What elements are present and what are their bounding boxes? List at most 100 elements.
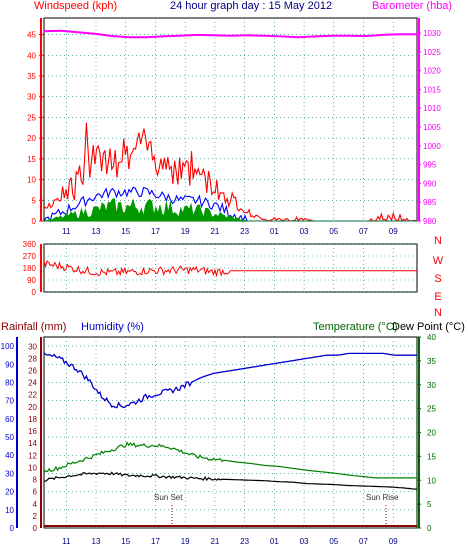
temperature-tick-label: 0 [427, 524, 432, 533]
barometer-series-line [43, 29, 417, 39]
direction-compass-label: S [434, 273, 441, 285]
top-x-tick-label: 05 [329, 227, 338, 236]
rainfall-tick-label: 8 [33, 476, 38, 485]
rainfall-tick-label: 22 [28, 391, 37, 400]
bottom-x-tick-label: 15 [121, 537, 130, 546]
barometer-tick-label: 980 [423, 217, 437, 226]
barometer-tick-label: 1020 [423, 67, 441, 76]
windspeed-tick-label: 30 [27, 93, 36, 102]
top-x-tick-label: 01 [270, 227, 279, 236]
humidity-tick-label: 10 [5, 506, 14, 515]
barometer-tick-label: 990 [423, 179, 437, 188]
temperature-tick-label: 35 [427, 357, 436, 366]
windspeed-tick-label: 35 [27, 72, 36, 81]
direction-tick-label: 180 [23, 264, 37, 273]
barometer-tick-label: 1030 [423, 29, 441, 38]
rainfall-tick-label: 10 [28, 463, 37, 472]
direction-compass-label: N [434, 235, 442, 247]
barometer-tick-label: 1025 [423, 48, 441, 57]
direction-compass-label: W [433, 255, 444, 267]
top-x-tick-label: 09 [389, 227, 398, 236]
windspeed-tick-label: 25 [27, 113, 36, 122]
rainfall-tick-label: 16 [28, 427, 37, 436]
top-x-tick-label: 13 [92, 227, 101, 236]
chart-title: 24 hour graph day : 15 May 2012 [170, 0, 332, 12]
bottom-panel-frame [43, 336, 418, 529]
barometer-tick-label: 1010 [423, 104, 441, 113]
top-panel-frame [43, 17, 418, 222]
bottom-x-tick-label: 19 [181, 537, 190, 546]
top-x-tick-label: 21 [210, 227, 219, 236]
windspeed-tick-label: 20 [27, 134, 36, 143]
windspeed-tick-label: 15 [27, 155, 36, 164]
temperature-axis-title: Temperature (°C) [313, 321, 397, 333]
direction-compass-label: E [434, 291, 441, 303]
sun-set-label: Sun Set [154, 493, 183, 502]
top-x-tick-label: 23 [240, 227, 249, 236]
humidity-tick-label: 70 [5, 397, 14, 406]
rainfall-tick-label: 4 [33, 500, 38, 509]
bottom-x-tick-label: 07 [359, 537, 368, 546]
wind-green-series-area [43, 198, 417, 222]
rainfall-tick-label: 0 [33, 524, 38, 533]
rainfall-tick-label: 6 [33, 488, 38, 497]
barometer-axis-title: Barometer (hba) [372, 0, 452, 12]
temperature-tick-label: 15 [427, 452, 436, 461]
rainfall-tick-label: 14 [28, 439, 37, 448]
barometer-tick-label: 1005 [423, 123, 441, 132]
dewpoint-axis-title: Dew Point (°C) [392, 321, 465, 333]
top-x-tick-label: 19 [181, 227, 190, 236]
windspeed-tick-label: 45 [27, 31, 36, 40]
direction-panel-frame [43, 243, 418, 293]
bottom-x-tick-label: 11 [62, 537, 71, 546]
bottom-x-tick-label: 09 [389, 537, 398, 546]
rainfall-tick-label: 26 [28, 367, 37, 376]
direction-tick-label: 270 [23, 252, 37, 261]
humidity-tick-label: 30 [5, 469, 14, 478]
humidity-tick-label: 60 [5, 415, 14, 424]
bottom-x-tick-label: 23 [240, 537, 249, 546]
top-x-tick-label: 15 [121, 227, 130, 236]
humidity-tick-label: 20 [5, 488, 14, 497]
bottom-x-tick-label: 21 [210, 537, 219, 546]
temperature-tick-label: 5 [427, 500, 432, 509]
top-x-tick-label: 03 [300, 227, 309, 236]
barometer-tick-label: 1000 [423, 142, 441, 151]
rainfall-axis-title: Rainfall (mm) [1, 321, 66, 333]
humidity-axis-title: Humidity (%) [81, 321, 144, 333]
rainfall-tick-label: 20 [28, 403, 37, 412]
top-x-tick-label: 07 [359, 227, 368, 236]
top-x-tick-label: 17 [151, 227, 160, 236]
bottom-x-tick-label: 17 [151, 537, 160, 546]
rainfall-tick-label: 28 [28, 354, 37, 363]
rainfall-tick-label: 2 [33, 512, 38, 521]
rainfall-tick-label: 12 [28, 451, 37, 460]
bottom-x-tick-label: 03 [300, 537, 309, 546]
wind-direction-series-line [43, 259, 417, 278]
temperature-tick-label: 25 [427, 405, 436, 414]
windspeed-tick-label: 10 [27, 176, 36, 185]
direction-tick-label: 0 [32, 288, 37, 297]
direction-compass-label: N [434, 307, 442, 319]
temperature-tick-label: 10 [427, 476, 436, 485]
windspeed-tick-label: 5 [32, 196, 37, 205]
direction-tick-label: 360 [23, 240, 37, 249]
windspeed-tick-label: 40 [27, 51, 36, 60]
humidity-tick-label: 100 [1, 342, 15, 351]
sun-rise-label: Sun Rise [366, 493, 399, 502]
humidity-tick-label: 0 [10, 524, 15, 533]
top-x-tick-label: 11 [62, 227, 71, 236]
temperature-tick-label: 30 [427, 381, 436, 390]
bottom-x-tick-label: 01 [270, 537, 279, 546]
rainfall-tick-label: 18 [28, 415, 37, 424]
barometer-tick-label: 995 [423, 161, 437, 170]
dewpoint-series-line [43, 471, 418, 490]
temperature-series-line [43, 441, 417, 479]
rainfall-tick-label: 24 [28, 379, 37, 388]
rainfall-tick-label: 30 [28, 342, 37, 351]
windspeed-axis-title: Windspeed (kph) [34, 0, 117, 12]
humidity-series-line [43, 352, 417, 409]
temperature-tick-label: 20 [427, 429, 436, 438]
humidity-tick-label: 50 [5, 433, 14, 442]
